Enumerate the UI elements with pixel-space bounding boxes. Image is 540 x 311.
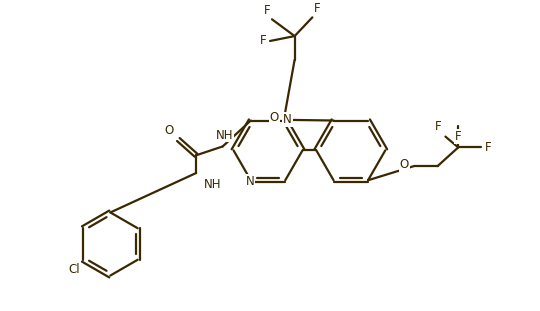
Text: N: N — [283, 113, 292, 126]
Text: NH: NH — [204, 178, 221, 191]
Text: F: F — [435, 120, 442, 132]
Text: F: F — [259, 35, 266, 48]
Text: Cl: Cl — [69, 263, 80, 276]
Text: F: F — [485, 141, 491, 154]
Text: F: F — [314, 2, 321, 15]
Text: O: O — [164, 123, 173, 137]
Text: F: F — [455, 130, 462, 143]
Text: NH: NH — [216, 128, 233, 142]
Text: O: O — [269, 111, 279, 124]
Text: F: F — [264, 4, 270, 17]
Text: N: N — [245, 175, 254, 188]
Text: O: O — [400, 158, 409, 171]
